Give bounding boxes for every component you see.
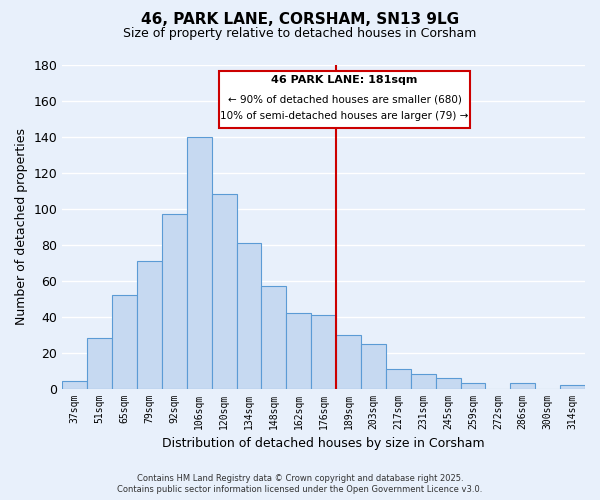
Bar xyxy=(436,378,461,388)
Text: Contains HM Land Registry data © Crown copyright and database right 2025.
Contai: Contains HM Land Registry data © Crown c… xyxy=(118,474,482,494)
Bar xyxy=(87,338,112,388)
Bar xyxy=(411,374,436,388)
Bar xyxy=(361,344,386,388)
Text: 46 PARK LANE: 181sqm: 46 PARK LANE: 181sqm xyxy=(271,76,418,86)
Bar xyxy=(461,383,485,388)
Text: Size of property relative to detached houses in Corsham: Size of property relative to detached ho… xyxy=(124,28,476,40)
Y-axis label: Number of detached properties: Number of detached properties xyxy=(15,128,28,326)
Bar xyxy=(62,382,87,388)
Bar xyxy=(212,194,236,388)
Text: 10% of semi-detached houses are larger (79) →: 10% of semi-detached houses are larger (… xyxy=(220,112,469,122)
Bar xyxy=(162,214,187,388)
X-axis label: Distribution of detached houses by size in Corsham: Distribution of detached houses by size … xyxy=(163,437,485,450)
Bar xyxy=(386,369,411,388)
Bar xyxy=(286,313,311,388)
Bar xyxy=(336,334,361,388)
Bar xyxy=(236,243,262,388)
Bar xyxy=(112,295,137,388)
Bar xyxy=(511,383,535,388)
Bar xyxy=(187,137,212,388)
Bar xyxy=(262,286,286,388)
Bar xyxy=(137,261,162,388)
Text: ← 90% of detached houses are smaller (680): ← 90% of detached houses are smaller (68… xyxy=(227,94,461,104)
Bar xyxy=(311,315,336,388)
Bar xyxy=(560,385,585,388)
Text: 46, PARK LANE, CORSHAM, SN13 9LG: 46, PARK LANE, CORSHAM, SN13 9LG xyxy=(141,12,459,28)
